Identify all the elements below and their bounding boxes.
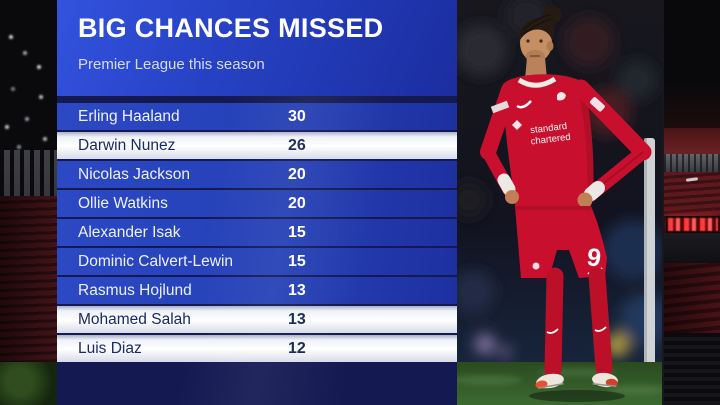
jersey-torso (503, 74, 594, 206)
player-name: Luis Diaz (78, 340, 142, 357)
stadium-backdrop-right (662, 0, 720, 405)
left-sock (544, 267, 564, 379)
player-name: Nicolas Jackson (78, 166, 190, 183)
chances-missed-value: 12 (288, 340, 306, 357)
table-row: Nicolas Jackson 20 (57, 161, 457, 188)
stand-wall-decor (0, 150, 57, 196)
chances-missed-value: 15 (288, 224, 306, 241)
stats-table: Erling Haaland 30 Darwin Nunez 26 Nicola… (57, 96, 457, 405)
player-head (520, 24, 552, 62)
camera-platform-decor (664, 233, 720, 263)
sleeve-patch (589, 97, 605, 112)
table-row: Rasmus Hojlund 13 (57, 277, 457, 304)
panel-subtitle: Premier League this season (78, 56, 265, 73)
sponsor-mark (512, 120, 522, 130)
stadium-backdrop-left (0, 0, 57, 405)
chances-missed-value: 13 (288, 282, 306, 299)
shorts-crest (532, 262, 540, 270)
chances-missed-value: 20 (288, 195, 306, 212)
player-name: Darwin Nunez (78, 137, 176, 154)
table-row: Alexander Isak 15 (57, 219, 457, 246)
player-figure: standard chartered 9 (480, 5, 652, 389)
collar (517, 76, 557, 88)
left-cuff (497, 173, 516, 196)
stats-panel: BIG CHANCES MISSED Premier League this s… (57, 0, 457, 405)
club-crest (557, 92, 566, 101)
nike-swoosh-chest (516, 100, 532, 109)
dark-tier-decor (664, 333, 720, 405)
right-hand (577, 192, 593, 208)
roof-underside-decor (664, 128, 720, 154)
sponsor-text-1: standard (530, 121, 568, 136)
player-name: Erling Haaland (78, 108, 180, 125)
table-row: Mohamed Salah 13 (57, 306, 457, 333)
led-scoreboard (666, 216, 720, 233)
pitchside-foliage-decor (0, 362, 57, 405)
table-row: Dominic Calvert-Lewin 15 (57, 248, 457, 275)
shorts-number: 9 (585, 243, 602, 272)
table-row: Erling Haaland 30 (57, 103, 457, 130)
right-sock (588, 267, 613, 377)
left-arm-upper (480, 82, 517, 160)
player-illustration: standard chartered 9 (457, 0, 662, 405)
chances-missed-value: 30 (288, 108, 306, 125)
left-boot (535, 373, 564, 389)
chances-missed-value: 15 (288, 253, 306, 270)
sponsor-text-2: chartered (530, 132, 571, 148)
armband (490, 100, 510, 114)
right-arm-upper (572, 79, 652, 161)
shorts (515, 206, 607, 278)
lower-seats-decor (664, 263, 720, 333)
right-cuff (584, 181, 605, 201)
player-name: Ollie Watkins (78, 195, 168, 212)
stand-roof-decor (664, 0, 720, 128)
table-row: Luis Diaz 12 (57, 335, 457, 362)
panel-title: BIG CHANCES MISSED (78, 13, 384, 43)
table-row: Darwin Nunez 26 (57, 132, 457, 159)
chances-missed-value: 20 (288, 166, 306, 183)
player-name: Mohamed Salah (78, 311, 191, 328)
right-boot (592, 372, 618, 388)
gantry-decor (664, 154, 720, 172)
player-photo: standard chartered 9 (457, 0, 662, 405)
player-name: Dominic Calvert-Lewin (78, 253, 234, 270)
player-shadow (529, 390, 625, 402)
red-seats-decor (0, 196, 57, 362)
player-name: Rasmus Hojlund (78, 282, 192, 299)
floodlights-decor (0, 0, 2, 2)
chances-missed-value: 26 (288, 137, 306, 154)
panel-header: BIG CHANCES MISSED Premier League this s… (57, 0, 457, 96)
ear (546, 41, 554, 51)
player-name: Alexander Isak (78, 224, 181, 241)
neck (525, 58, 547, 79)
table-row: Ollie Watkins 20 (57, 190, 457, 217)
left-hand (505, 190, 519, 204)
chances-missed-value: 13 (288, 311, 306, 328)
